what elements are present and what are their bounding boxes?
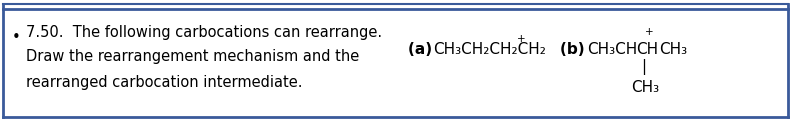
Text: (a): (a) [408,42,437,57]
Text: +: + [517,34,526,44]
Text: +: + [645,27,653,37]
Text: CH₃: CH₃ [631,80,659,95]
Text: rearranged carbocation intermediate.: rearranged carbocation intermediate. [26,75,302,90]
Text: 7.50.  The following carbocations can rearrange.: 7.50. The following carbocations can rea… [26,25,382,40]
Text: •: • [12,30,21,45]
Text: CH₃CH₂CH₂CH₂: CH₃CH₂CH₂CH₂ [433,42,546,57]
Text: CH₃CH: CH₃CH [587,42,638,57]
Text: CH: CH [636,42,658,57]
Text: (b): (b) [560,42,590,57]
Text: CH₃: CH₃ [659,42,687,57]
Text: |: | [641,59,646,75]
Text: Draw the rearrangement mechanism and the: Draw the rearrangement mechanism and the [26,50,359,65]
